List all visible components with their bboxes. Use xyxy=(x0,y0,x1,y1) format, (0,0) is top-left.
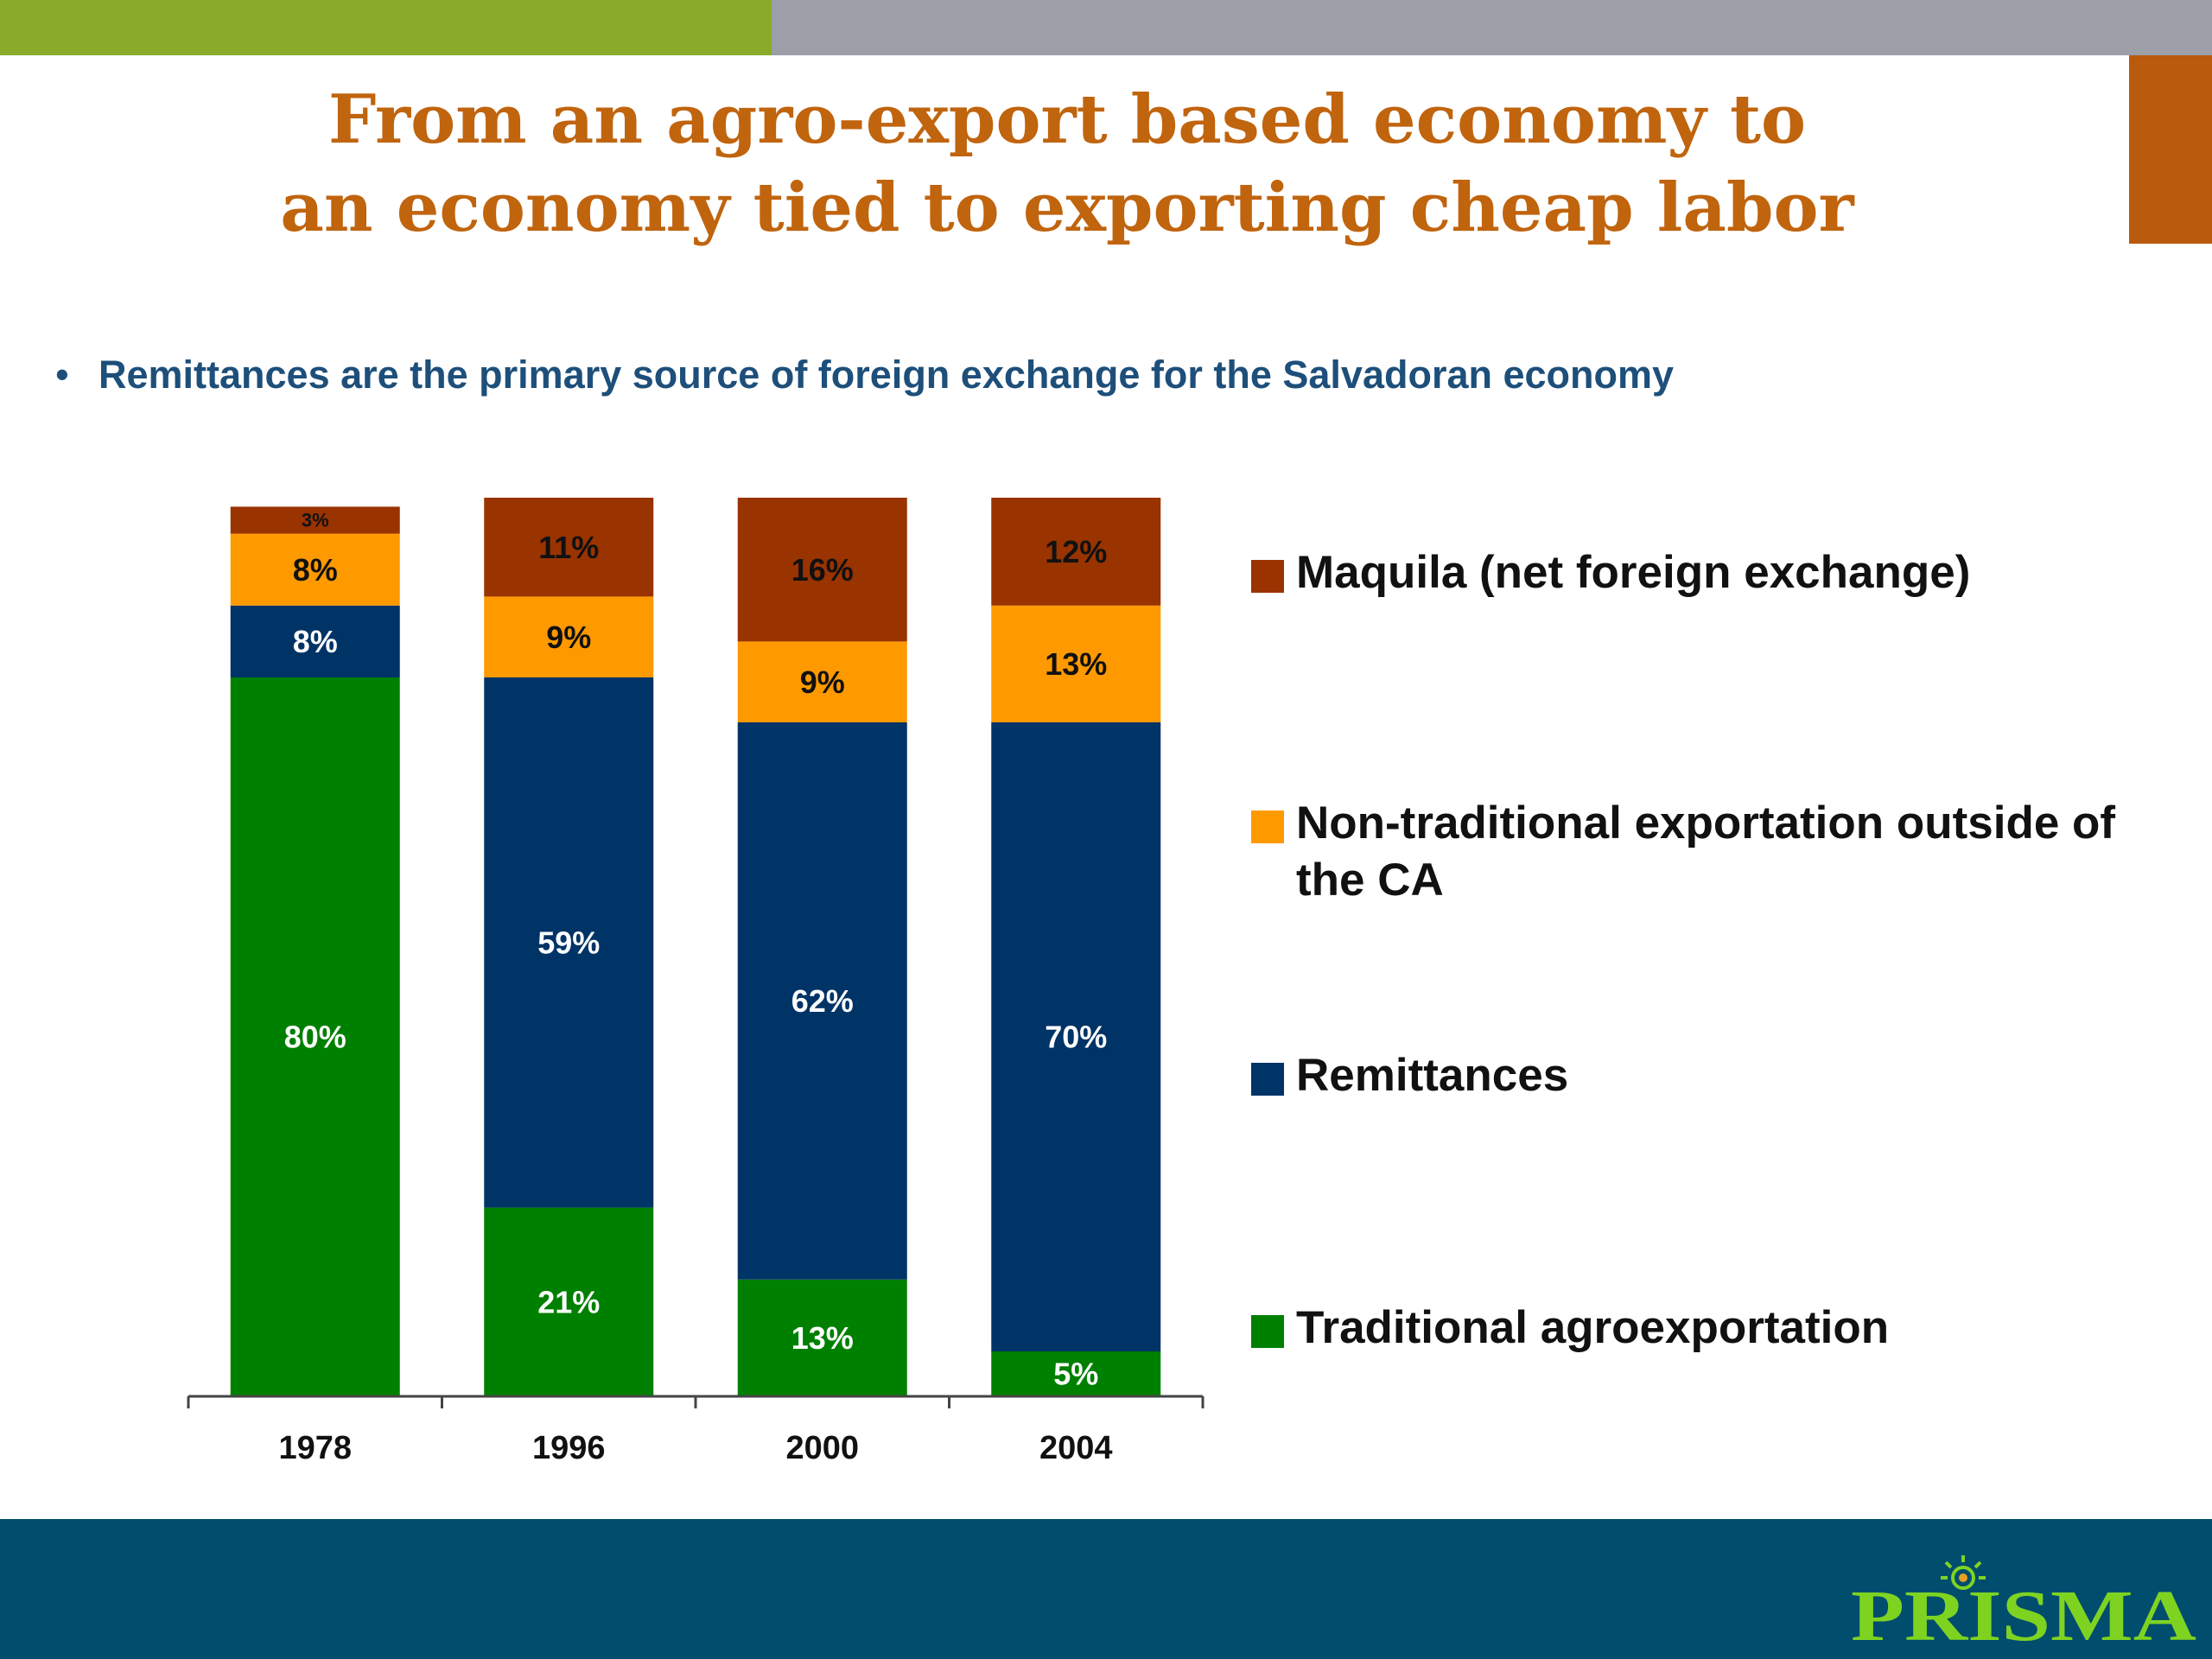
bar-segment-2004-3 xyxy=(991,498,1161,606)
logo-text: PRISMA xyxy=(1851,1576,2196,1647)
legend-swatch xyxy=(1251,810,1284,843)
bar-segment-2000-1 xyxy=(737,722,907,1280)
data-label-1978-0: 80% xyxy=(284,1020,346,1055)
data-label-1996-2: 9% xyxy=(546,620,591,655)
top-bar xyxy=(0,0,2212,55)
data-label-2004-1: 70% xyxy=(1045,1020,1107,1055)
bar-segment-1996-1 xyxy=(484,677,654,1208)
bullet-text: Remittances are the primary source of fo… xyxy=(99,353,1675,397)
data-label-1996-0: 21% xyxy=(537,1284,600,1319)
data-label-1978-1: 8% xyxy=(293,624,338,659)
title-line-2: an economy tied to exporting cheap labor xyxy=(280,168,1854,247)
data-label-2004-0: 5% xyxy=(1053,1357,1098,1392)
legend-swatch xyxy=(1251,1315,1284,1348)
bar-segment-1996-2 xyxy=(484,596,654,677)
data-label-2004-2: 13% xyxy=(1045,646,1107,682)
bar-segment-2000-3 xyxy=(737,498,907,642)
prisma-logo: PRISMA xyxy=(1851,1555,2196,1647)
bar-segment-1978-0 xyxy=(230,677,400,1396)
bar-segment-2000-0 xyxy=(737,1279,907,1396)
data-label-2004-3: 12% xyxy=(1045,534,1107,569)
legend-label: Non-traditional exportation outside of t… xyxy=(1296,798,2116,906)
data-label-2000-3: 16% xyxy=(791,552,854,588)
x-tick-label-2004: 2004 xyxy=(1039,1430,1113,1466)
data-label-1996-1: 59% xyxy=(537,925,600,960)
legend-swatch xyxy=(1251,1063,1284,1096)
corner-tab xyxy=(2129,55,2212,244)
data-label-1978-2: 8% xyxy=(293,552,338,588)
stacked-bar-chart: 80% 8% 8% 3% 1978 21% 59% 9% 11% 1996 13% 62% 9% 16% 2… xyxy=(187,498,1205,1466)
legend-swatch xyxy=(1251,560,1284,593)
bar-segment-1978-3 xyxy=(230,506,400,534)
bar-segment-2004-0 xyxy=(991,1351,1161,1396)
footer-bar xyxy=(0,1519,2212,1659)
x-tick-label-2000: 2000 xyxy=(785,1430,859,1466)
bar-segment-2004-2 xyxy=(991,605,1161,722)
x-tick-label-1996: 1996 xyxy=(532,1430,606,1466)
sun-icon xyxy=(1941,1555,1986,1590)
bar-segment-1978-2 xyxy=(230,533,400,606)
bar-segment-1996-3 xyxy=(484,498,654,597)
slide-title: From an agro-export based economy to an … xyxy=(0,76,2134,252)
data-label-2000-2: 9% xyxy=(800,664,845,700)
bar-segment-2004-1 xyxy=(991,722,1161,1351)
top-bar-grey xyxy=(772,0,2212,55)
legend-label: Remittances xyxy=(1296,1050,1569,1101)
data-label-2000-0: 13% xyxy=(791,1320,854,1356)
bar-segment-1996-0 xyxy=(484,1207,654,1396)
bar-segment-2000-2 xyxy=(737,641,907,722)
title-line-1: From an agro-export based economy to xyxy=(327,80,1807,159)
top-bar-green xyxy=(0,0,772,55)
data-label-2000-1: 62% xyxy=(791,983,854,1019)
bar-segment-1978-1 xyxy=(230,605,400,677)
data-label-1996-3: 11% xyxy=(538,530,599,565)
bullet-point: • Remittances are the primary source of f… xyxy=(55,353,1674,397)
data-label-1978-3: 3% xyxy=(302,510,329,531)
legend-label: Traditional agroexportation xyxy=(1296,1302,1890,1353)
legend-label: Maquila (net foreign exchange) xyxy=(1296,547,1971,598)
bullet-dot-icon: • xyxy=(55,353,69,397)
x-tick-label-1978: 1978 xyxy=(278,1430,352,1466)
